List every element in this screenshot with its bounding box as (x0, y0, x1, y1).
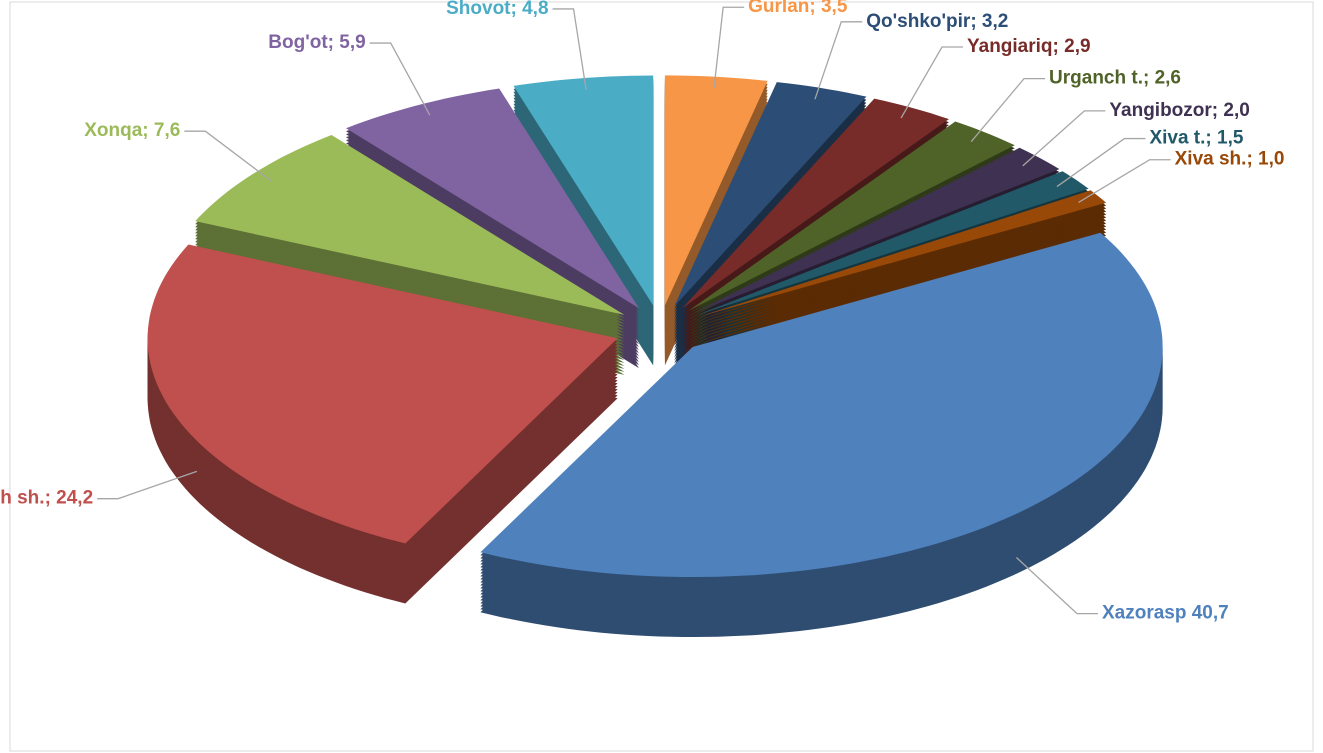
slice (682, 98, 949, 309)
data-label: Yangiariq; 2,9 (967, 36, 1091, 57)
data-label: Xonqa; 7,6 (84, 120, 180, 141)
leader-line (552, 8, 587, 90)
slice (693, 147, 1060, 314)
data-label: Xiva sh.; 1,0 (1175, 149, 1285, 170)
slice (696, 171, 1089, 316)
leader-line (184, 130, 272, 182)
slice (147, 244, 618, 544)
slice (674, 82, 867, 307)
leader-line (970, 77, 1046, 143)
leader-line (1022, 110, 1106, 167)
leader-line (97, 470, 198, 500)
leader-line (369, 42, 431, 116)
data-label: Gurlan; 3,5 (748, 0, 848, 17)
leader-line (814, 21, 863, 100)
data-label: Qo'shko'pir; 3,2 (866, 11, 1008, 32)
leader-line (1015, 557, 1098, 615)
slice (513, 75, 654, 306)
data-label: Urganch sh.; 24,2 (0, 488, 93, 509)
slice (195, 135, 625, 315)
data-label: Yangibozor; 2,0 (1109, 100, 1249, 121)
data-label: Xazorasp 40,7 (1102, 603, 1229, 624)
data-label: Xiva t.; 1,5 (1149, 128, 1243, 149)
data-label: Bog'ot; 5,9 (268, 32, 365, 53)
slice (698, 190, 1107, 318)
leader-line (713, 6, 745, 89)
slice (346, 88, 639, 309)
leader-line (1078, 159, 1171, 204)
slice (688, 121, 1015, 311)
leader-line (1056, 137, 1146, 188)
leader-line (900, 46, 964, 119)
data-label: Urganch t.; 2,6 (1049, 68, 1181, 89)
data-label: Shovot; 4,8 (446, 0, 548, 19)
slice (664, 75, 768, 306)
slice (480, 232, 1163, 577)
